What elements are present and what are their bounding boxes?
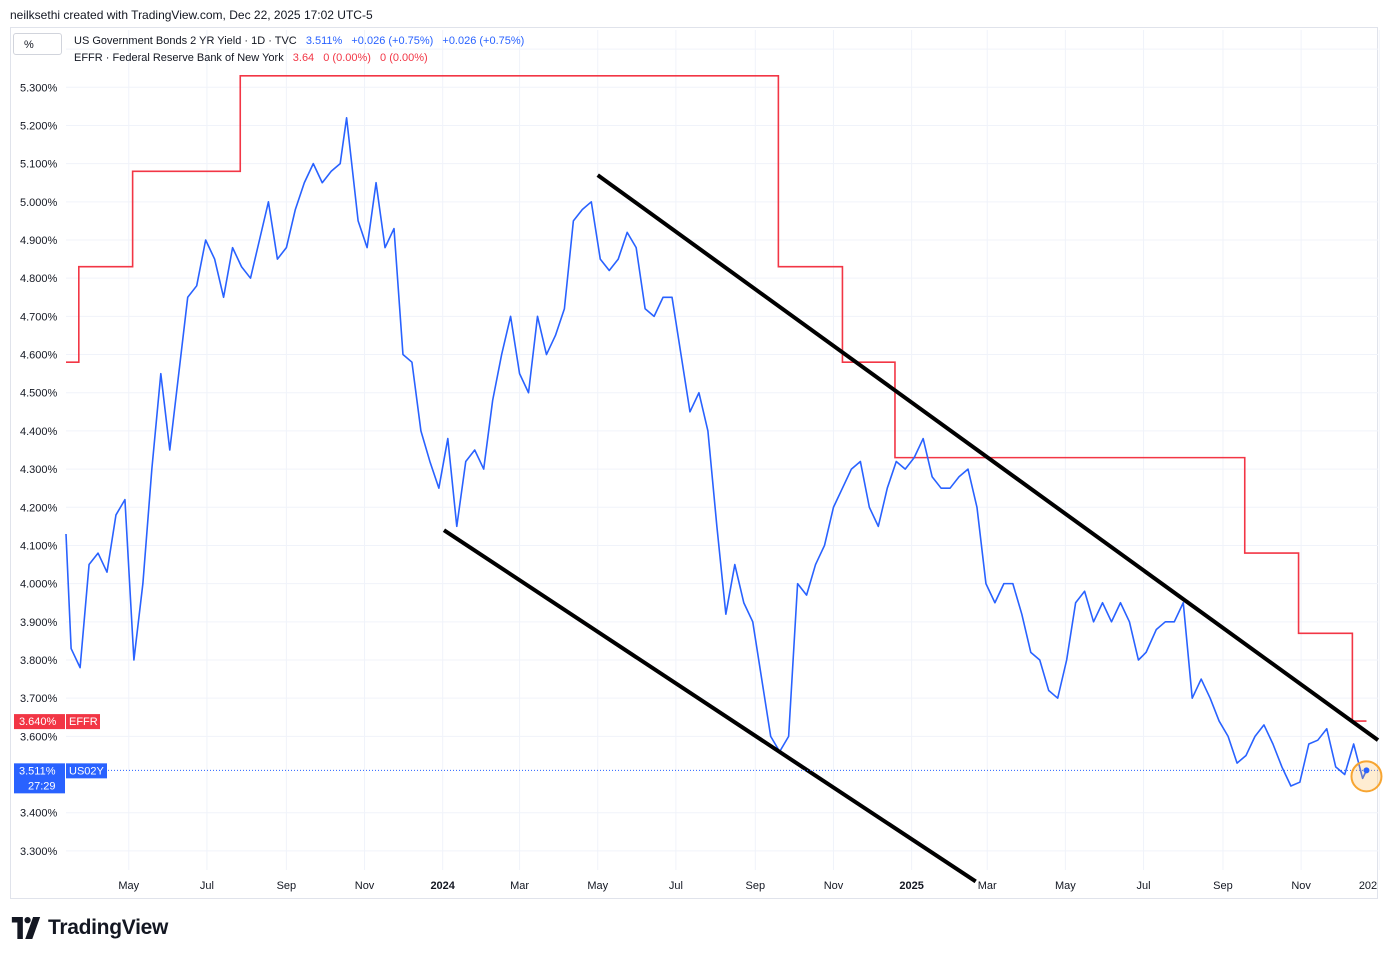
chart-frame[interactable] bbox=[10, 27, 1378, 899]
x-tick-label: Jul bbox=[200, 880, 214, 892]
legend-series-2[interactable]: EFFR · Federal Reserve Bank of New York … bbox=[74, 52, 434, 64]
x-tick-label: 202 bbox=[1359, 880, 1377, 892]
y-tick-label: 4.300% bbox=[20, 464, 58, 476]
x-tick-label: Mar bbox=[978, 880, 997, 892]
price-badge-tag-bg bbox=[66, 763, 107, 779]
y-tick-label: 5.300% bbox=[20, 82, 58, 94]
y-tick-label: 4.800% bbox=[20, 273, 58, 285]
y-tick-label: 4.900% bbox=[20, 235, 58, 247]
x-tick-label: Sep bbox=[277, 880, 297, 892]
price-badge-bg bbox=[14, 763, 65, 794]
legend-series-1-change-2: +0.026 (+0.75%) bbox=[442, 35, 525, 47]
price-badge-tag: EFFR bbox=[69, 716, 98, 728]
trendline-1[interactable] bbox=[442, 528, 977, 884]
last-point-highlight bbox=[1350, 760, 1383, 793]
effr-series-line[interactable] bbox=[66, 75, 1367, 722]
tradingview-logo-icon bbox=[11, 917, 41, 939]
price-badge-effr[interactable]: 3.640% EFFR bbox=[14, 714, 100, 730]
y-tick-label: 3.700% bbox=[20, 693, 58, 705]
x-tick-label: Jul bbox=[669, 880, 683, 892]
y-tick-label: 4.200% bbox=[20, 502, 58, 514]
trendline-2[interactable] bbox=[596, 173, 1380, 742]
y-tick-label: 5.100% bbox=[20, 159, 58, 171]
x-tick-label: Mar bbox=[510, 880, 529, 892]
y-tick-label: 4.400% bbox=[20, 426, 58, 438]
x-tick-label: 2025 bbox=[899, 880, 923, 892]
x-tick-label: Sep bbox=[1213, 880, 1233, 892]
price-badge-tag: US02Y bbox=[69, 765, 105, 777]
x-tick-label: Nov bbox=[1291, 880, 1311, 892]
legend-series-2-change-2: 0 (0.00%) bbox=[380, 52, 428, 64]
y-tick-label: 4.500% bbox=[20, 388, 58, 400]
price-badge-bg bbox=[14, 714, 65, 730]
price-badge-value: 3.511% bbox=[19, 765, 56, 777]
x-tick-label: Nov bbox=[355, 880, 375, 892]
x-tick-label: Nov bbox=[824, 880, 844, 892]
chart-credit: neilksethi created with TradingView.com,… bbox=[10, 8, 373, 22]
price-badge-tag-bg bbox=[66, 714, 100, 730]
us02y-series-line[interactable] bbox=[65, 117, 1368, 787]
y-tick-label: 3.600% bbox=[20, 731, 58, 743]
y-tick-label: 4.600% bbox=[20, 350, 58, 362]
last-point-marker[interactable] bbox=[1363, 767, 1370, 774]
legend-series-2-last: 3.64 bbox=[292, 52, 315, 64]
y-tick-label: 3.800% bbox=[20, 655, 58, 667]
legend-series-1-name: US Government Bonds 2 YR Yield · 1D · TV… bbox=[74, 35, 297, 47]
legend-series-1[interactable]: US Government Bonds 2 YR Yield · 1D · TV… bbox=[74, 35, 530, 47]
x-tick-label: Sep bbox=[746, 880, 766, 892]
price-badge-us02y[interactable]: 3.511% US02Y 27:29 bbox=[14, 763, 107, 794]
price-badge-value: 3.640% bbox=[19, 716, 57, 728]
y-tick-label: 3.300% bbox=[20, 846, 58, 858]
x-tick-label: May bbox=[587, 880, 608, 892]
y-tick-label: 4.700% bbox=[20, 311, 58, 323]
legend-series-1-last: 3.511% bbox=[305, 35, 343, 47]
tradingview-brand[interactable]: TradingView bbox=[10, 916, 168, 940]
x-tick-label: May bbox=[118, 880, 139, 892]
legend-series-2-change: 0 (0.00%) bbox=[323, 52, 371, 64]
x-tick-label: 2024 bbox=[430, 880, 455, 892]
y-tick-label: 4.000% bbox=[20, 579, 58, 591]
x-tick-label: Jul bbox=[1137, 880, 1151, 892]
y-tick-label: 5.200% bbox=[20, 120, 58, 132]
percent-scale-toggle[interactable]: % bbox=[13, 33, 62, 55]
y-tick-label: 4.100% bbox=[20, 540, 58, 552]
y-tick-label: 3.400% bbox=[20, 808, 58, 820]
legend-series-1-change: +0.026 (+0.75%) bbox=[351, 35, 434, 47]
price-badge-countdown: 27:29 bbox=[28, 780, 56, 792]
tradingview-wordmark: TradingView bbox=[48, 916, 169, 939]
x-tick-label: May bbox=[1055, 880, 1076, 892]
y-tick-label: 5.000% bbox=[20, 197, 58, 209]
legend-series-2-name: EFFR · Federal Reserve Bank of New York bbox=[74, 52, 284, 64]
y-tick-label: 3.900% bbox=[20, 617, 58, 629]
